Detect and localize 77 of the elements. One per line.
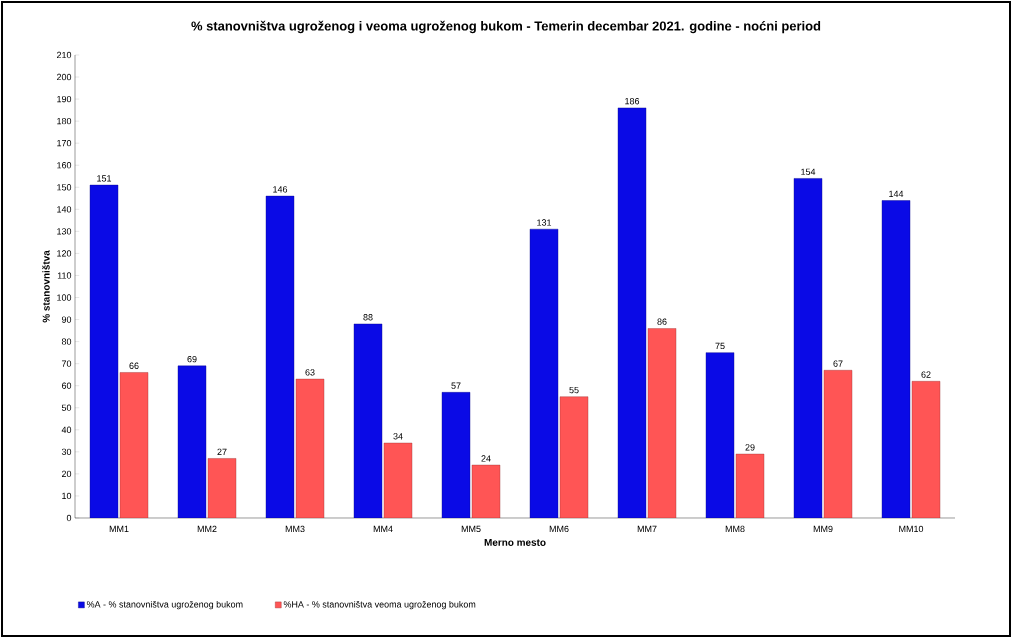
data-label: 66	[129, 362, 139, 369]
bar	[89, 184, 119, 518]
y-tick-label: 150	[57, 184, 72, 191]
data-label: 186	[625, 98, 640, 105]
data-label: 151	[97, 175, 112, 182]
y-tick-label: 90	[61, 316, 72, 323]
y-tick-label: 140	[57, 206, 72, 213]
x-tick-label: MM1	[109, 525, 129, 532]
x-tick-label: MM4	[373, 525, 393, 532]
bar	[793, 178, 823, 518]
bar	[295, 378, 325, 518]
bar	[441, 392, 471, 518]
data-label: 88	[363, 314, 373, 321]
bar	[735, 453, 765, 518]
y-tick-label: 190	[57, 95, 72, 103]
x-tick-label: MM9	[813, 525, 833, 533]
data-label: 67	[833, 360, 843, 367]
y-tick-label: 80	[61, 338, 72, 345]
data-label: 69	[187, 355, 197, 363]
y-tick-label: 120	[57, 250, 72, 257]
data-label: 131	[537, 219, 552, 226]
y-tick-label: 20	[61, 470, 72, 478]
bar	[383, 442, 413, 518]
y-tick-label: 130	[57, 228, 72, 235]
bar	[705, 352, 735, 518]
y-tick-label: 210	[56, 51, 72, 59]
data-label: 24	[481, 455, 491, 462]
data-label: 27	[217, 448, 227, 455]
bar	[881, 200, 911, 518]
x-tick-label: MM10	[899, 525, 924, 533]
data-label: 57	[451, 382, 461, 389]
data-label: 55	[569, 386, 579, 394]
data-label: 62	[921, 371, 931, 378]
bar	[617, 107, 647, 518]
bar	[823, 370, 853, 518]
y-tick-label: 30	[61, 448, 72, 456]
y-tick-label: 160	[57, 162, 72, 169]
x-tick-label: MM2	[197, 525, 217, 533]
y-tick-label: 170	[57, 140, 72, 147]
data-label: 34	[393, 433, 403, 440]
legend-label: %HA - % stanovništva veoma ugroženog bukom	[283, 600, 476, 610]
y-tick-label: 40	[61, 426, 72, 433]
x-tick-label: MM3	[285, 525, 305, 533]
y-tick-label: 200	[56, 73, 72, 81]
x-tick-label: MM7	[637, 525, 657, 532]
y-tick-label: 10	[62, 492, 72, 500]
y-tick-label: 60	[61, 382, 72, 389]
data-label: 63	[305, 369, 315, 376]
bar	[911, 381, 941, 518]
data-label: 144	[889, 190, 904, 197]
bar	[207, 458, 237, 518]
x-tick-label: MM5	[461, 525, 481, 533]
x-tick-label: MM8	[725, 525, 745, 533]
bar	[119, 372, 149, 518]
data-label: 146	[273, 186, 288, 193]
bar	[529, 228, 559, 518]
bar	[265, 195, 295, 518]
y-tick-label: 70	[61, 360, 72, 367]
y-tick-label: 50	[61, 404, 72, 411]
y-tick-label: 110	[57, 272, 72, 279]
bar	[353, 323, 383, 518]
y-tick-label: 180	[57, 117, 72, 125]
bar	[647, 328, 677, 518]
y-tick-label: 100	[57, 294, 72, 301]
data-label: 29	[745, 444, 755, 451]
x-axis-title: Merno mesto	[484, 538, 546, 546]
y-tick-label: 0	[66, 514, 72, 522]
bar	[471, 464, 501, 518]
data-label: 75	[715, 342, 725, 350]
bar	[559, 396, 589, 518]
data-label: 154	[801, 168, 816, 175]
chart-title: % stanovništva ugroženog i veoma ugroženog bukom - Temerin decembar 2021. godine - noćni period	[191, 20, 821, 34]
bar	[177, 365, 207, 518]
x-tick-label: MM6	[549, 525, 569, 533]
y-axis-title: % stanovništva	[42, 250, 50, 323]
legend-label: %A - % stanovništva ugroženog bukom	[86, 600, 243, 610]
data-label: 86	[657, 318, 667, 325]
